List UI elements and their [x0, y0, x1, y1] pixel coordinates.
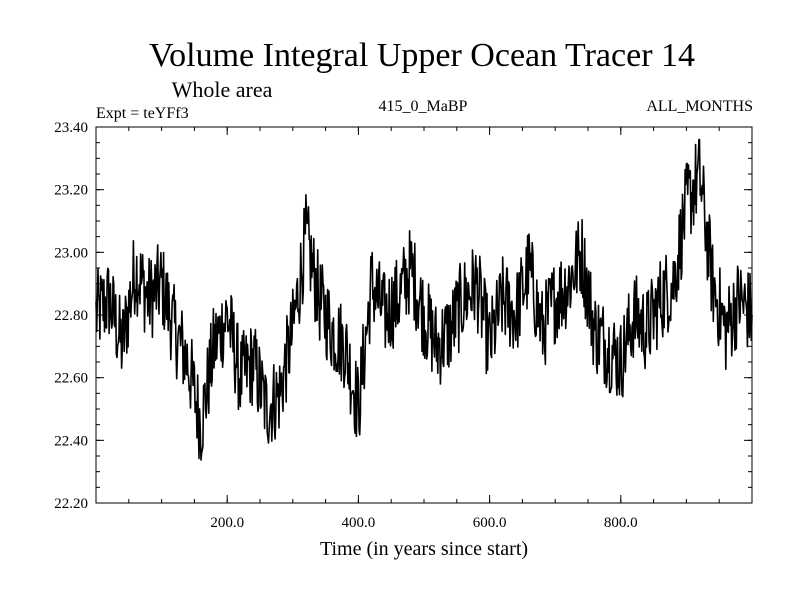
x-tick-label: 800.0	[604, 515, 638, 531]
period-label: 415_0_MaBP	[379, 98, 468, 115]
y-tick-label: 23.20	[54, 183, 88, 199]
y-tick-label: 22.80	[54, 308, 88, 324]
series-line	[95, 138, 753, 461]
y-tick-label: 23.00	[54, 245, 88, 261]
axis-ticks: 22.20 22.40 22.60 22.80 23.00 23.20 23.40 200.0…	[54, 120, 753, 531]
x-tick-label: 400.0	[342, 515, 376, 531]
chart-subtitle: Whole area	[172, 77, 273, 102]
x-tick-label: 600.0	[473, 515, 507, 531]
series-layer	[95, 138, 753, 461]
y-tick-label: 23.40	[54, 120, 88, 136]
chart-title: Volume Integral Upper Ocean Tracer 14	[149, 37, 695, 74]
experiment-label: Expt = teYFf3	[96, 105, 189, 122]
months-label: ALL_MONTHS	[646, 98, 753, 115]
x-tick-label: 200.0	[210, 515, 244, 531]
x-axis-label: Time (in years since start)	[320, 538, 528, 560]
y-tick-label: 22.20	[54, 496, 88, 512]
y-tick-label: 22.40	[54, 433, 88, 449]
y-tick-label: 22.60	[54, 371, 88, 387]
